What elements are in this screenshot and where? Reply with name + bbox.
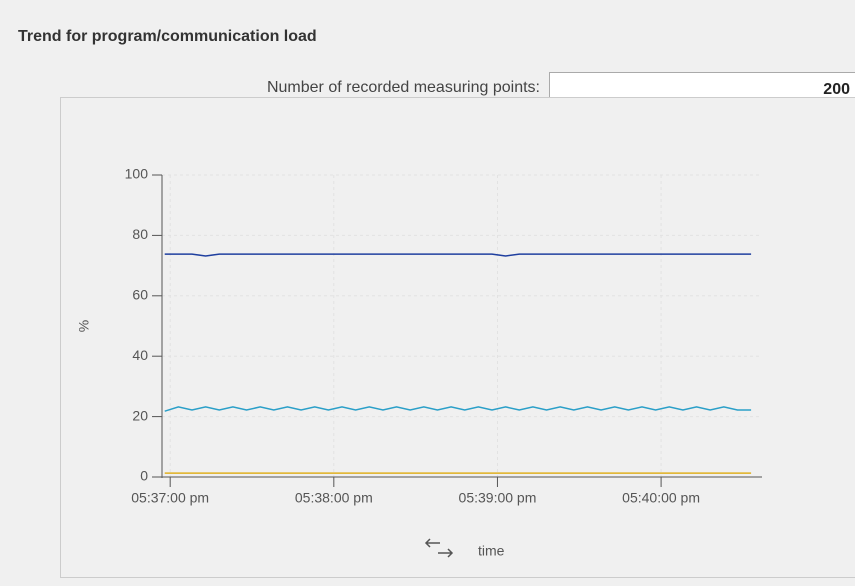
y-tick-label: 40: [132, 347, 148, 363]
field-label: Number of recorded measuring points:: [266, 79, 540, 96]
section-title: Trend for program/communication load: [18, 28, 317, 45]
x-tick-label: 05:38:00 pm: [295, 490, 373, 506]
y-tick-label: 80: [132, 226, 148, 242]
y-tick-label: 0: [140, 468, 148, 484]
series-line: [164, 406, 752, 412]
y-tick-label: 100: [125, 166, 149, 182]
y-tick-label: 20: [132, 407, 148, 423]
x-tick-label: 05:37:00 pm: [131, 490, 209, 506]
y-axis-label: %: [76, 320, 92, 332]
x-tick-label: 05:40:00 pm: [622, 490, 700, 506]
scroll-arrows-icon: [424, 538, 454, 558]
series-line: [164, 253, 752, 257]
x-axis-label: time: [478, 543, 505, 559]
y-tick-label: 60: [132, 287, 148, 303]
x-tick-label: 05:39:00 pm: [459, 490, 537, 506]
chart-panel: [60, 97, 855, 578]
